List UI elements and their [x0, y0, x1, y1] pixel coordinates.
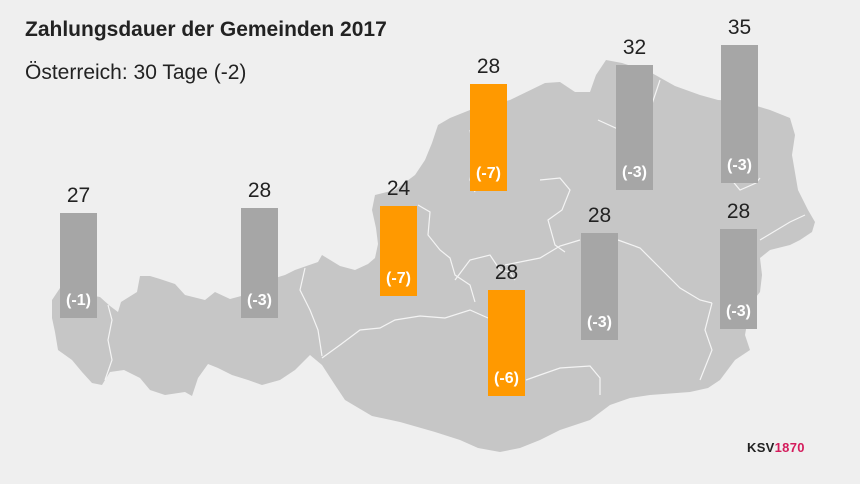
- bar-oberoesterreich: 28 (-7): [470, 55, 507, 191]
- bar-vorarlberg: 27 (-1): [60, 184, 97, 318]
- bar-salzburg: 24 (-7): [380, 177, 417, 296]
- bar-steiermark: 28 (-3): [581, 204, 618, 340]
- bar-kaernten: 28 (-6): [488, 261, 525, 396]
- bar-value: 24: [386, 177, 411, 200]
- bar-change: (-1): [66, 292, 91, 309]
- bar-tirol: 28 (-3): [241, 179, 278, 318]
- bar-change: (-3): [622, 164, 647, 181]
- bar-change: (-3): [587, 314, 612, 331]
- bar-wien: 35 (-3): [721, 16, 758, 183]
- austria-outline: [52, 60, 815, 452]
- bar-burgenland: 28 (-3): [720, 200, 757, 329]
- bar-change: (-7): [386, 270, 411, 287]
- bar-change: (-6): [494, 370, 519, 387]
- logo-text-dark: KSV: [747, 440, 775, 455]
- bar-value: 28: [476, 55, 501, 78]
- bar-change: (-3): [247, 292, 272, 309]
- bar-value: 28: [726, 200, 751, 223]
- bar-change: (-3): [726, 303, 751, 320]
- chart-subtitle: Österreich: 30 Tage (-2): [25, 61, 247, 84]
- ksv1870-logo: KSV1870: [747, 440, 805, 455]
- bar-value: 28: [247, 179, 272, 202]
- bar-change: (-7): [476, 165, 501, 182]
- bar-change: (-3): [727, 157, 752, 174]
- bar-niederoesterreich: 32 (-3): [616, 36, 653, 190]
- bar-value: 28: [494, 261, 519, 284]
- logo-text-accent: 1870: [774, 440, 805, 455]
- chart-title: Zahlungsdauer der Gemeinden 2017: [25, 18, 387, 41]
- bar-value: 35: [727, 16, 752, 39]
- bar-value: 27: [66, 184, 91, 207]
- bar-value: 32: [622, 36, 647, 59]
- bar-value: 28: [587, 204, 612, 227]
